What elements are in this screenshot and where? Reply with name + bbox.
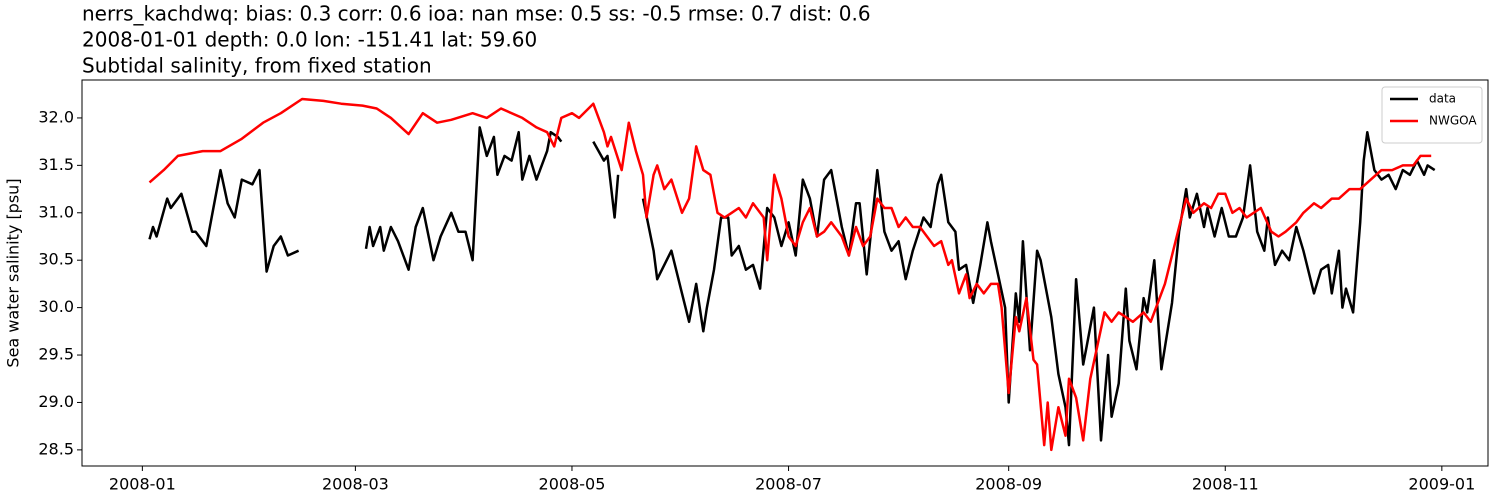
y-axis-label: Sea water salinity [psu] (4, 178, 23, 367)
x-tick-label: 2008-09 (975, 475, 1042, 494)
y-tick-label: 31.5 (38, 155, 74, 174)
chart-subtitle: Subtidal salinity, from fixed station (82, 54, 432, 78)
x-tick-label: 2008-01 (109, 475, 176, 494)
y-tick-label: 30.5 (38, 250, 74, 269)
chart-title: nerrs_kachdwq: bias: 0.3 corr: 0.6 ioa: … (82, 2, 871, 26)
y-tick-label: 29.5 (38, 345, 74, 364)
plot-frame (81, 79, 1489, 467)
x-tick-label: 2008-11 (1192, 475, 1259, 494)
x-tick-label: 2008-03 (322, 475, 389, 494)
legend-label: data (1429, 92, 1456, 106)
y-tick-label: 29.0 (38, 392, 74, 411)
y-tick-label: 32.0 (38, 107, 74, 126)
data-line (148, 97, 1432, 452)
x-tick-label: 2009-01 (1408, 475, 1475, 494)
y-tick-label: 28.5 (38, 439, 74, 458)
legend-box (1381, 86, 1483, 144)
data-line (148, 126, 1436, 447)
chart-subtitle: 2008-01-01 depth: 0.0 lon: -151.41 lat: … (82, 28, 537, 52)
x-tick-label: 2008-07 (755, 475, 822, 494)
x-tick-label: 2008-05 (539, 475, 606, 494)
legend-label: NWGOA (1429, 114, 1477, 128)
y-tick-label: 30.0 (38, 297, 74, 316)
y-tick-label: 31.0 (38, 202, 74, 221)
